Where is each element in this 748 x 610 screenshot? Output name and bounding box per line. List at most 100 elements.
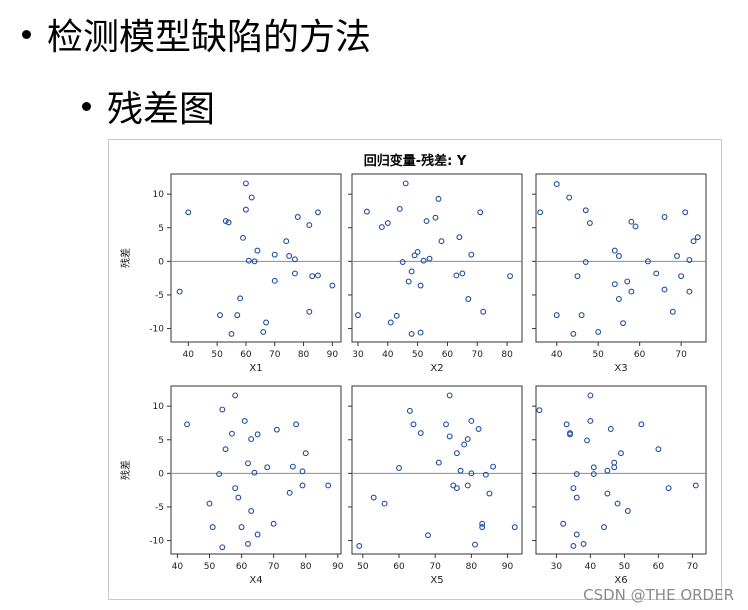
data-point <box>686 257 693 263</box>
x-tick-label: 60 <box>653 562 665 572</box>
x-tick-label: 60 <box>634 350 646 360</box>
data-point <box>611 459 618 466</box>
x-tick-label: 70 <box>268 562 280 572</box>
data-point <box>435 459 442 466</box>
data-point <box>393 312 400 319</box>
data-point <box>176 288 183 295</box>
residual-plot-figure: 回归变量-残差: Y 40 50 60 70 80 90 X1 -10 -5 0 5 10 残差 30 40 5… <box>108 139 722 600</box>
data-point <box>582 207 589 214</box>
data-point <box>482 471 489 478</box>
data-point <box>566 194 573 201</box>
data-point <box>309 273 316 280</box>
data-point <box>553 312 560 319</box>
data-point <box>655 446 662 453</box>
x-axis-label: X4 <box>249 575 262 586</box>
data-point <box>587 417 594 424</box>
data-point <box>222 218 229 224</box>
x-tick-label: 70 <box>429 562 441 572</box>
data-point <box>423 218 430 224</box>
x-tick-label: 50 <box>204 562 216 572</box>
data-point <box>686 288 693 295</box>
data-point <box>237 295 244 302</box>
data-point <box>219 406 226 413</box>
data-point <box>260 328 267 335</box>
data-point <box>450 482 457 489</box>
data-point <box>248 436 255 443</box>
data-point <box>299 482 306 489</box>
data-point <box>254 531 261 538</box>
x-tick-label: 80 <box>466 562 478 572</box>
y-tick-label: -5 <box>155 291 164 301</box>
data-point <box>254 247 261 254</box>
data-point <box>235 494 242 501</box>
data-point <box>464 436 471 443</box>
x-tick-label: 40 <box>172 562 184 572</box>
data-point <box>299 468 306 475</box>
data-point <box>553 181 560 188</box>
data-point <box>245 460 251 467</box>
data-point <box>570 542 577 549</box>
data-point <box>435 195 442 202</box>
panel-frame <box>170 385 342 555</box>
data-point <box>314 272 321 279</box>
x-tick-label: 40 <box>551 350 563 360</box>
data-point <box>653 270 660 277</box>
bullet-heading: 检测模型缺陷的方法 <box>22 8 371 60</box>
data-point <box>607 426 614 432</box>
data-point <box>468 417 475 424</box>
y-tick-label: -5 <box>155 503 164 513</box>
data-point <box>682 209 689 216</box>
data-point <box>604 467 611 474</box>
data-point <box>238 524 245 531</box>
data-point <box>234 312 241 319</box>
data-point <box>446 433 453 440</box>
data-point <box>396 205 403 212</box>
y-tick-label: -10 <box>149 325 164 335</box>
data-point <box>408 330 415 337</box>
x-tick-label: 90 <box>332 562 344 572</box>
x-tick-label: 60 <box>236 562 248 572</box>
data-point <box>378 224 385 231</box>
data-point <box>245 257 252 264</box>
y-tick-label: 0 <box>158 469 164 479</box>
x-tick-label: 80 <box>300 562 312 572</box>
x-tick-label: 30 <box>352 350 364 360</box>
data-point <box>228 430 235 437</box>
data-point <box>645 258 651 265</box>
x-tick-label: 90 <box>502 562 514 572</box>
data-point <box>624 508 631 514</box>
data-point <box>270 520 277 527</box>
data-point <box>271 277 278 284</box>
x-axis-label: X3 <box>614 363 627 374</box>
data-point <box>618 450 624 457</box>
watermark: CSDN @THE ORDER <box>583 586 734 604</box>
data-point <box>356 542 363 549</box>
data-point <box>302 450 309 457</box>
panel-frame <box>170 173 342 343</box>
data-point <box>240 234 246 241</box>
x-tick-label: 50 <box>592 350 604 360</box>
x-tick-label: 70 <box>269 350 281 360</box>
data-point <box>396 465 402 471</box>
data-point <box>690 238 697 245</box>
data-point <box>294 214 301 220</box>
data-point <box>590 471 597 477</box>
bullet-subheading-text: 残差图 <box>107 89 216 130</box>
data-point <box>615 296 622 302</box>
data-point <box>402 180 409 187</box>
data-point <box>453 485 460 492</box>
data-point <box>273 426 280 433</box>
data-point <box>587 392 594 399</box>
data-point <box>611 281 618 288</box>
data-point <box>604 490 611 497</box>
data-point <box>381 500 388 507</box>
data-point <box>669 308 676 315</box>
y-tick-label: 5 <box>158 436 164 446</box>
data-point <box>232 392 239 399</box>
x-tick-label: 50 <box>211 350 223 360</box>
data-point <box>286 489 293 496</box>
x-tick-label: 40 <box>183 350 195 360</box>
data-point <box>283 238 290 245</box>
data-point <box>490 463 497 470</box>
data-point <box>417 329 424 336</box>
